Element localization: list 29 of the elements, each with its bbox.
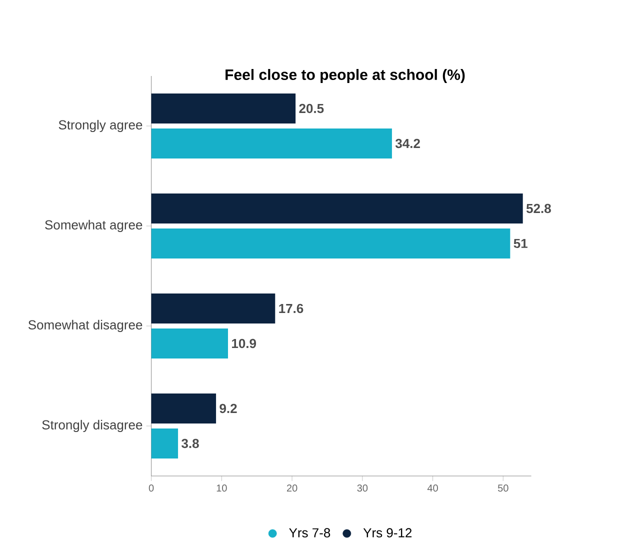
data-label: 17.6 <box>279 304 304 314</box>
x-tick-label: 0 <box>148 484 154 492</box>
y-tick-label: Somewhat agree <box>45 220 142 232</box>
bar <box>151 128 392 158</box>
y-tick-label: Strongly disagree <box>42 420 142 432</box>
y-tick-label: Somewhat disagree <box>28 320 142 332</box>
x-tick-label: 30 <box>357 484 368 492</box>
x-tick-label: 40 <box>427 484 438 492</box>
data-label: 10.9 <box>232 338 256 348</box>
bar <box>151 193 523 224</box>
y-tick-label: Strongly agree <box>58 120 142 132</box>
legend-label: Yrs 7-8 <box>289 528 330 538</box>
chart-title: Feel close to people at school (%) <box>226 69 465 83</box>
bar <box>151 93 296 124</box>
legend-label: Yrs 9-12 <box>363 528 412 538</box>
x-tick-label: 20 <box>286 484 298 492</box>
data-label: 52.8 <box>526 204 551 214</box>
data-label: 20.5 <box>299 104 324 114</box>
x-tick-label: 50 <box>498 484 508 492</box>
x-tick-label: 10 <box>216 484 227 492</box>
data-label: 34.2 <box>395 138 420 148</box>
bar <box>151 228 510 258</box>
bar <box>151 293 276 324</box>
bar <box>151 328 228 358</box>
data-label: 3.8 <box>182 438 199 448</box>
data-label: 51 <box>514 238 528 248</box>
data-label: 9.2 <box>220 404 237 414</box>
bar <box>151 393 216 424</box>
bar <box>151 428 178 458</box>
